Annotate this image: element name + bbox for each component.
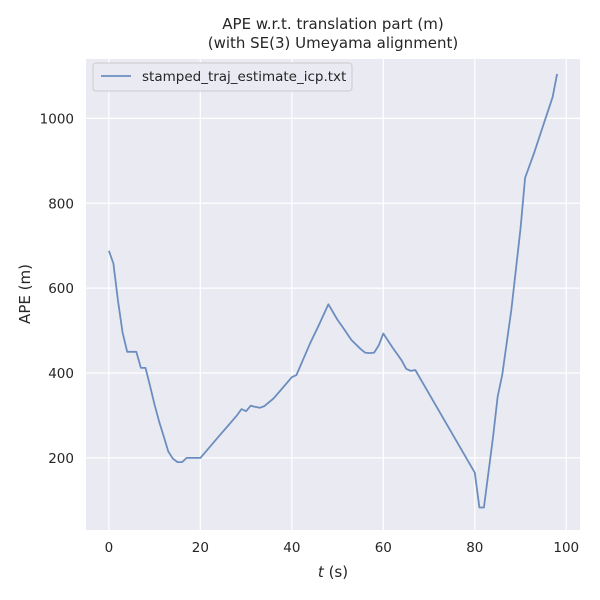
x-axis-label: t (s) (318, 563, 348, 581)
grid-lines (86, 59, 580, 530)
x-tick-label: 20 (192, 540, 209, 556)
x-tick-labels: 0 20 40 60 80 100 (105, 540, 580, 556)
legend-box (92, 62, 353, 92)
plot-background (86, 59, 580, 530)
x-axis-label-unit: (s) (324, 563, 348, 581)
y-tick-label: 400 (48, 366, 74, 382)
x-tick-label: 60 (375, 540, 392, 556)
x-tick-label: 80 (466, 540, 483, 556)
y-tick-label: 800 (48, 196, 74, 212)
y-tick-labels: 200 400 600 800 1000 (40, 111, 74, 466)
y-tick-label: 600 (48, 281, 74, 297)
x-tick-label: 0 (105, 540, 114, 556)
y-tick-label: 200 (48, 451, 74, 467)
series-layer (108, 73, 558, 509)
x-axis-label-var: t (318, 563, 325, 581)
y-tick-label: 1000 (40, 111, 74, 127)
y-axis-label: APE (m) (16, 264, 34, 324)
chart-title-line2: (with SE(3) Umeyama alignment) (208, 34, 459, 52)
legend: stamped_traj_estimate_icp.txt (92, 62, 353, 92)
series-line-0 (108, 73, 558, 509)
chart-title-line1: APE w.r.t. translation part (m) (222, 15, 443, 33)
legend-entry-label: stamped_traj_estimate_icp.txt (142, 69, 346, 85)
x-tick-label: 40 (283, 540, 300, 556)
x-tick-label: 100 (553, 540, 579, 556)
